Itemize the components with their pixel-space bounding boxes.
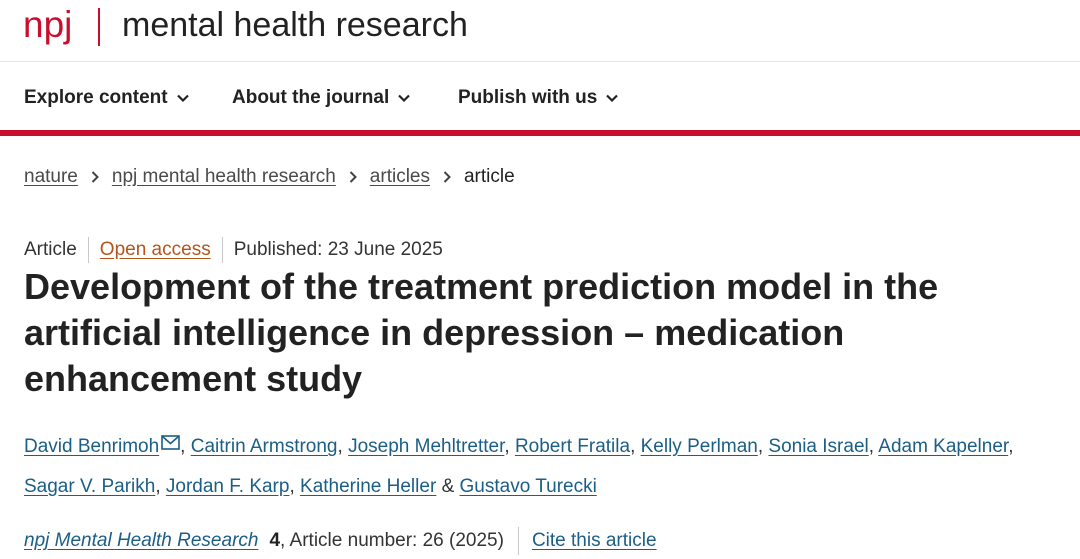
nav-publish-with-us[interactable]: Publish with us <box>458 87 619 109</box>
published-date: Published: 23 June 2025 <box>233 239 443 260</box>
journal-link[interactable]: npj Mental Health Research <box>24 530 259 551</box>
nav-item-label: Publish with us <box>458 87 598 108</box>
author-link[interactable]: David Benrimoh <box>24 436 160 457</box>
chevron-right-icon <box>443 171 451 183</box>
site-header: npj mental health research <box>0 0 1080 62</box>
author-comma: , <box>504 436 510 457</box>
meta-divider <box>87 237 89 263</box>
author-list: David Benrimoh, Caitrin Armstrong, Josep… <box>24 427 1024 507</box>
breadcrumb-journal[interactable]: npj mental health research <box>111 166 336 187</box>
nav-item-label: About the journal <box>232 87 390 108</box>
breadcrumb-articles[interactable]: articles <box>369 166 430 187</box>
nav-explore-content[interactable]: Explore content <box>24 87 190 109</box>
author-ampersand: & <box>441 476 455 497</box>
main-nav: Explore content About the journal Publis… <box>0 62 1080 130</box>
author-link[interactable]: Robert Fratila <box>514 436 631 457</box>
author-link[interactable]: Kelly Perlman <box>640 436 758 457</box>
mail-icon[interactable] <box>161 435 180 450</box>
chevron-right-icon <box>349 171 357 183</box>
chevron-down-icon <box>176 94 189 103</box>
article-title: Development of the treatment prediction … <box>24 266 939 399</box>
citation-divider <box>517 527 519 555</box>
nav-item-label: Explore content <box>24 87 168 108</box>
chevron-down-icon <box>606 94 619 103</box>
author-comma: , <box>337 436 343 457</box>
article-number: , Article number: 26 (2025) <box>280 530 504 551</box>
author-link[interactable]: Jordan F. Karp <box>165 476 290 497</box>
author-link[interactable]: Sonia Israel <box>768 436 869 457</box>
npj-logo[interactable]: npj <box>23 4 73 45</box>
nav-about-journal[interactable]: About the journal <box>232 87 411 109</box>
article-meta: Article Open access Published: 23 June 2… <box>24 237 443 263</box>
meta-divider <box>221 237 223 263</box>
author-comma: , <box>289 476 295 497</box>
author-comma: , <box>155 476 161 497</box>
author-comma: , <box>630 436 636 457</box>
author-link[interactable]: Gustavo Turecki <box>459 476 597 497</box>
citation-line: npj Mental Health Research 4 , Article n… <box>24 527 657 555</box>
author-link[interactable]: Adam Kapelner <box>878 436 1009 457</box>
breadcrumb-current: article <box>463 166 515 187</box>
author-comma: , <box>757 436 764 457</box>
chevron-down-icon <box>398 94 411 103</box>
author-link[interactable]: Joseph Mehltretter <box>348 436 505 457</box>
author-comma: , <box>868 436 875 457</box>
logo-divider <box>98 8 100 46</box>
open-access-link[interactable]: Open access <box>99 239 211 260</box>
cite-this-article-link[interactable]: Cite this article <box>531 530 657 551</box>
journal-name[interactable]: mental health research <box>122 6 468 44</box>
chevron-right-icon <box>91 171 99 183</box>
breadcrumb-nature[interactable]: nature <box>24 166 78 187</box>
author-comma: , <box>180 436 186 457</box>
volume-number: 4 <box>269 530 281 551</box>
author-link[interactable]: Caitrin Armstrong <box>190 436 338 457</box>
header-red-rule <box>0 130 1080 136</box>
author-comma: , <box>1008 436 1014 457</box>
author-link[interactable]: Sagar V. Parikh <box>24 476 156 497</box>
article-type: Article <box>24 239 77 260</box>
author-link[interactable]: Katherine Heller <box>300 476 437 497</box>
breadcrumb: nature npj mental health research articl… <box>24 166 515 188</box>
